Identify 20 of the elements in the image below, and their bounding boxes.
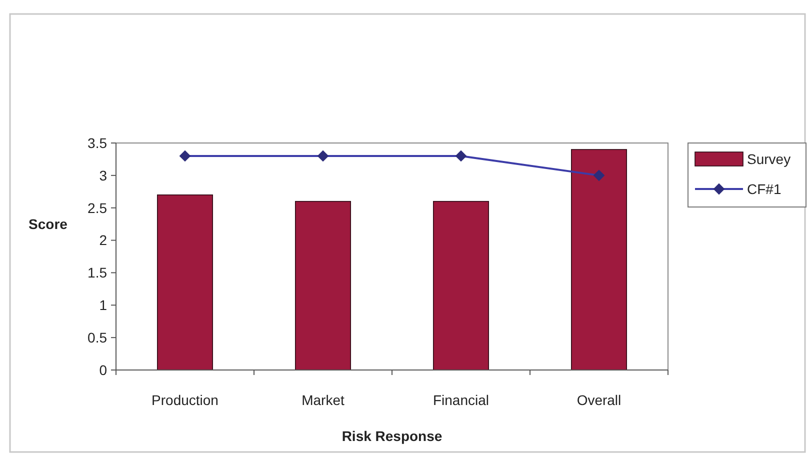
x-axis-title: Risk Response [342, 428, 442, 444]
bar [433, 200, 489, 370]
x-tick-label: Financial [432, 392, 490, 408]
legend-label: Survey [747, 150, 791, 167]
y-tick-label: 0.5 [88, 329, 108, 346]
bar [295, 200, 351, 370]
x-tick-label: Market [302, 392, 344, 408]
legend-label: CF#1 [747, 180, 782, 197]
x-tick-label: Overall [576, 392, 622, 408]
y-tick-label: 3.5 [88, 134, 108, 151]
x-tick-label: Production [152, 392, 218, 408]
y-tick-label: 2 [99, 232, 108, 248]
y-tick-label: 3 [99, 167, 108, 184]
bar [157, 194, 213, 370]
y-tick-label: 2.5 [88, 200, 108, 216]
y-tick-label: 1 [99, 297, 108, 314]
y-axis-title: Score [28, 216, 68, 232]
y-tick-label: 0 [99, 362, 108, 378]
bar [571, 149, 627, 370]
y-tick-label: 1.5 [88, 264, 108, 281]
